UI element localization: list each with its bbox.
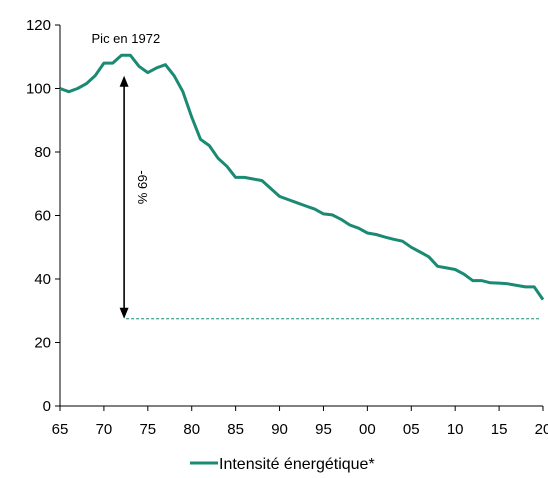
- arrow-head-down-icon: [119, 307, 129, 319]
- y-tick-label: 20: [34, 335, 51, 352]
- legend-label: Intensité énergétique*: [219, 456, 375, 473]
- y-tick-label: 80: [34, 144, 51, 161]
- x-tick-label: 95: [315, 421, 332, 438]
- y-axis: 0 20 40 60 80 100 120: [26, 17, 61, 415]
- x-tick-label: 65: [52, 421, 69, 438]
- x-tick-label: 75: [139, 421, 156, 438]
- energy-intensity-line: [59, 53, 545, 301]
- y-tick-label: 120: [26, 17, 51, 34]
- x-tick-label: 00: [359, 421, 376, 438]
- x-axis: 65 70 75 80 85 90 95 00 05 10 15 20: [52, 405, 548, 438]
- decline-annotation: -69 %: [135, 170, 150, 204]
- y-tick-label: 0: [43, 398, 51, 415]
- legend: Intensité énergétique*: [190, 456, 375, 473]
- arrow-head-up-icon: [119, 75, 129, 87]
- x-tick-label: 70: [96, 421, 113, 438]
- x-tick-label: 10: [447, 421, 464, 438]
- y-tick-label: 100: [26, 81, 51, 98]
- y-tick-label: 40: [34, 271, 51, 288]
- x-tick-label: 15: [491, 421, 508, 438]
- y-tick-label: 60: [34, 208, 51, 225]
- x-tick-label: 90: [271, 421, 288, 438]
- x-tick-label: 20: [535, 421, 548, 438]
- x-tick-label: 80: [183, 421, 200, 438]
- peak-annotation: Pic en 1972: [92, 31, 161, 46]
- x-tick-label: 85: [227, 421, 244, 438]
- x-tick-label: 05: [403, 421, 420, 438]
